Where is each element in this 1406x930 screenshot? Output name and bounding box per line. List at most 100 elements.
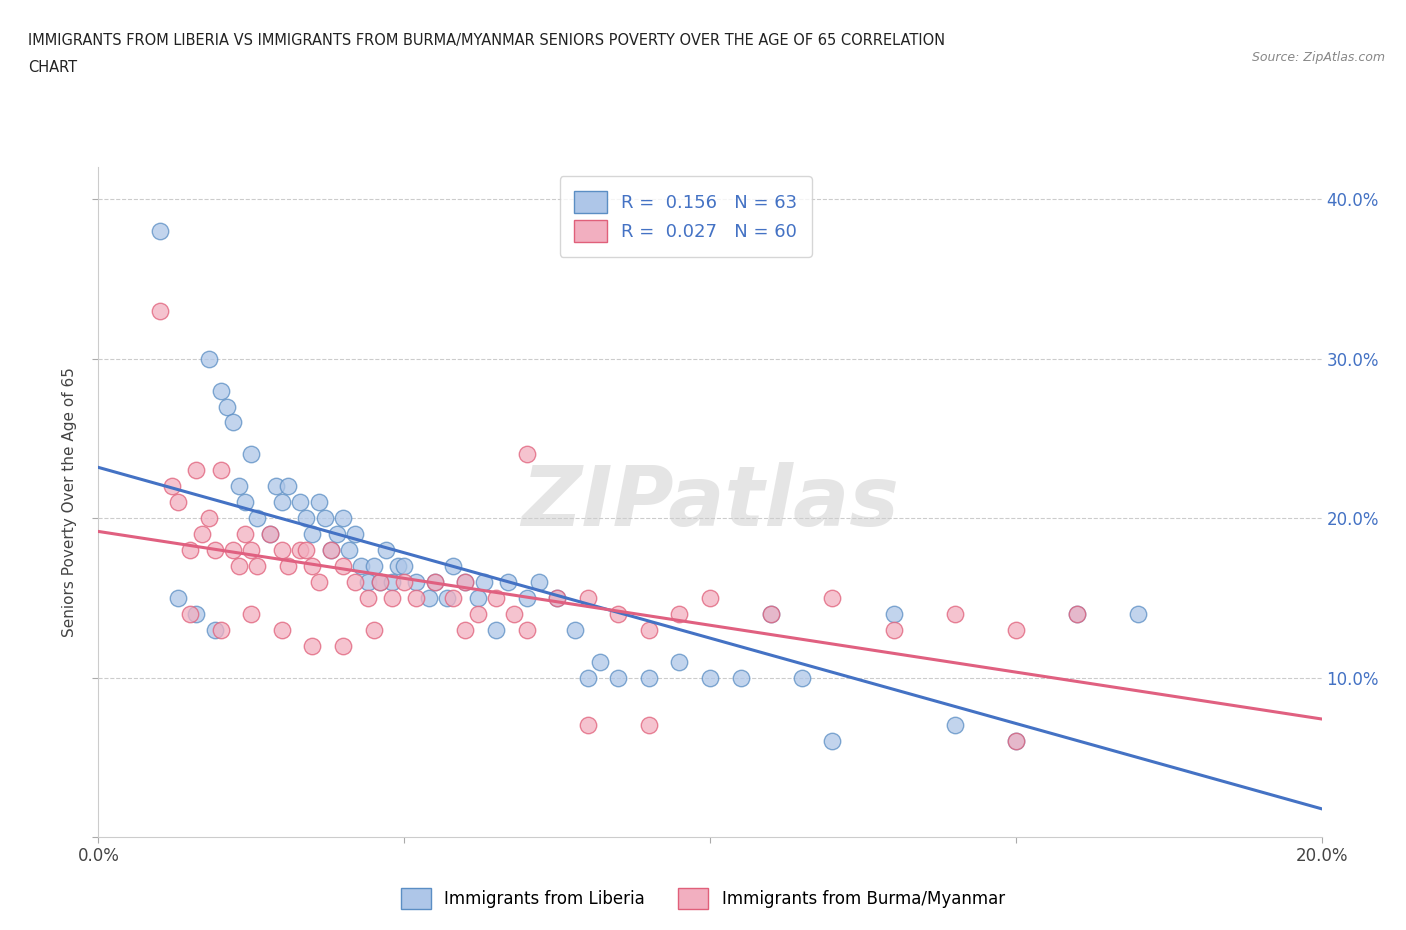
Point <box>332 511 354 525</box>
Point <box>197 511 219 525</box>
Point <box>503 606 526 621</box>
Point <box>668 654 690 669</box>
Point <box>423 575 446 590</box>
Point <box>179 542 201 557</box>
Point <box>381 591 404 605</box>
Point <box>589 654 612 669</box>
Point <box>356 591 378 605</box>
Point <box>454 575 477 590</box>
Point <box>576 718 599 733</box>
Point <box>387 559 409 574</box>
Point <box>883 606 905 621</box>
Point <box>350 559 373 574</box>
Y-axis label: Seniors Poverty Over the Age of 65: Seniors Poverty Over the Age of 65 <box>62 367 77 637</box>
Text: IMMIGRANTS FROM LIBERIA VS IMMIGRANTS FROM BURMA/MYANMAR SENIORS POVERTY OVER TH: IMMIGRANTS FROM LIBERIA VS IMMIGRANTS FR… <box>28 33 945 47</box>
Text: ZIPatlas: ZIPatlas <box>522 461 898 543</box>
Point <box>277 559 299 574</box>
Point <box>821 734 844 749</box>
Point <box>290 495 312 510</box>
Point <box>270 622 292 637</box>
Point <box>637 671 661 685</box>
Point <box>314 511 336 525</box>
Point <box>186 463 208 478</box>
Point <box>441 559 464 574</box>
Point <box>496 575 519 590</box>
Point <box>790 671 813 685</box>
Point <box>222 415 245 430</box>
Point <box>363 622 385 637</box>
Point <box>392 559 416 574</box>
Point <box>527 575 550 590</box>
Point <box>149 224 172 239</box>
Point <box>1004 734 1026 749</box>
Point <box>546 591 568 605</box>
Point <box>374 542 396 557</box>
Point <box>204 622 226 637</box>
Point <box>326 526 349 541</box>
Point <box>467 591 489 605</box>
Point <box>637 622 661 637</box>
Point <box>356 575 378 590</box>
Point <box>167 591 190 605</box>
Point <box>363 559 385 574</box>
Point <box>699 671 721 685</box>
Point <box>209 383 232 398</box>
Point <box>883 622 905 637</box>
Legend: Immigrants from Liberia, Immigrants from Burma/Myanmar: Immigrants from Liberia, Immigrants from… <box>392 880 1014 917</box>
Point <box>564 622 586 637</box>
Point <box>259 526 281 541</box>
Point <box>290 542 312 557</box>
Point <box>392 575 416 590</box>
Point <box>467 606 489 621</box>
Point <box>943 718 966 733</box>
Point <box>204 542 226 557</box>
Point <box>270 542 292 557</box>
Point <box>270 495 292 510</box>
Point <box>1066 606 1088 621</box>
Point <box>441 591 464 605</box>
Point <box>699 591 721 605</box>
Point <box>821 591 844 605</box>
Point <box>160 479 183 494</box>
Point <box>319 542 342 557</box>
Point <box>368 575 391 590</box>
Point <box>332 638 354 653</box>
Point <box>943 606 966 621</box>
Point <box>576 591 599 605</box>
Point <box>209 463 232 478</box>
Point <box>423 575 446 590</box>
Point <box>228 479 250 494</box>
Point <box>233 495 256 510</box>
Point <box>233 526 256 541</box>
Point <box>1004 622 1026 637</box>
Point <box>418 591 440 605</box>
Point <box>576 671 599 685</box>
Point <box>179 606 201 621</box>
Point <box>295 542 318 557</box>
Point <box>1066 606 1088 621</box>
Point <box>337 542 360 557</box>
Point <box>215 399 238 414</box>
Point <box>295 511 318 525</box>
Point <box>209 622 232 637</box>
Point <box>308 495 330 510</box>
Point <box>546 591 568 605</box>
Point <box>191 526 214 541</box>
Point <box>319 542 342 557</box>
Point <box>405 591 427 605</box>
Point <box>759 606 782 621</box>
Point <box>149 303 172 318</box>
Point <box>516 591 538 605</box>
Point <box>436 591 458 605</box>
Point <box>240 606 263 621</box>
Point <box>301 638 323 653</box>
Point <box>454 622 477 637</box>
Point <box>167 495 190 510</box>
Point <box>637 718 661 733</box>
Point <box>240 542 263 557</box>
Point <box>730 671 752 685</box>
Point <box>246 511 269 525</box>
Point <box>472 575 495 590</box>
Point <box>405 575 427 590</box>
Text: CHART: CHART <box>28 60 77 75</box>
